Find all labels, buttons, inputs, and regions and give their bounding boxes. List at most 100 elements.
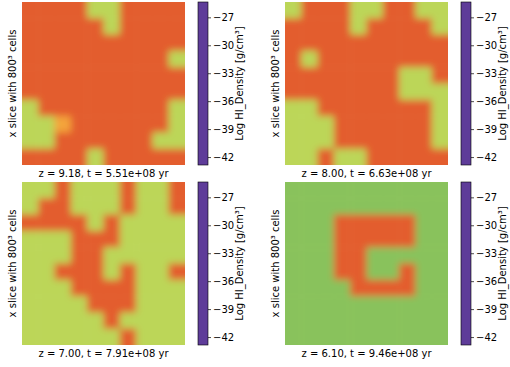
cell [169,231,185,248]
cell [432,84,448,101]
cell [55,182,72,199]
cell [367,198,384,215]
cell [367,247,384,264]
cell [152,231,169,248]
colorbar-tick [471,157,474,158]
cell [415,67,432,84]
colorbar-tick [471,101,474,102]
cell [55,116,72,133]
colorbar-tick-label: −39 [213,304,234,315]
cell [38,51,55,68]
colorbar-tick [208,225,211,226]
cell [399,149,416,165]
cell [399,231,416,248]
cell [169,296,185,313]
cell [367,2,384,19]
cell [71,198,88,215]
cell [350,51,367,68]
cell [285,67,302,84]
cell [415,215,432,232]
cell [120,149,137,165]
cell [318,149,335,165]
colorbar-tick [471,309,474,310]
colorbar [198,2,208,165]
cell [152,67,169,84]
cell [87,67,104,84]
slice-image [22,182,185,345]
cell [318,247,335,264]
cell [71,231,88,248]
cell [367,296,384,313]
cell [367,116,384,133]
cell [367,182,384,199]
cell [169,198,185,215]
cell [136,149,153,165]
cell [334,215,351,232]
cell [285,149,302,165]
slice-image [285,182,448,345]
cell [169,132,185,149]
cell [136,116,153,133]
cell [383,280,400,297]
cell [301,296,318,313]
colorbar-tick [471,17,474,18]
cell [55,100,72,117]
cell [55,329,72,345]
cell [432,296,448,313]
cell [38,296,55,313]
cell [169,67,185,84]
cell [169,84,185,101]
cell [104,264,121,281]
cell [104,182,121,199]
colorbar-tick [208,309,211,310]
colorbar-tick-label: −42 [213,332,234,343]
cell [87,2,104,19]
cell [22,198,39,215]
cell [22,116,39,133]
cell [383,51,400,68]
cell [38,2,55,19]
cell [71,84,88,101]
colorbar-tick-label: −36 [476,96,497,107]
cell [285,100,302,117]
cell [432,132,448,149]
cell [367,35,384,52]
cell [415,35,432,52]
cell [152,100,169,117]
colorbar-tick [208,45,211,46]
cell [169,264,185,281]
cell [415,280,432,297]
cells [22,182,185,345]
colorbar-tick [208,281,211,282]
cells [22,2,185,165]
cell [432,215,448,232]
colorbar [461,182,471,345]
cell [301,312,318,329]
cell [22,312,39,329]
cell [22,264,39,281]
cell [285,215,302,232]
cell [318,198,335,215]
cell [383,132,400,149]
colorbar-tick [471,281,474,282]
cell [301,51,318,68]
cell [432,67,448,84]
cell [38,35,55,52]
cell [22,132,39,149]
cell [104,67,121,84]
cell [38,149,55,165]
cell [415,312,432,329]
cell [399,264,416,281]
cell [169,2,185,19]
cell [71,280,88,297]
cell [55,264,72,281]
cell [136,198,153,215]
cell [383,84,400,101]
cell [71,100,88,117]
cell [334,35,351,52]
colorbar-tick [471,45,474,46]
cell [169,100,185,117]
cell [55,149,72,165]
cell [136,280,153,297]
cell [415,100,432,117]
